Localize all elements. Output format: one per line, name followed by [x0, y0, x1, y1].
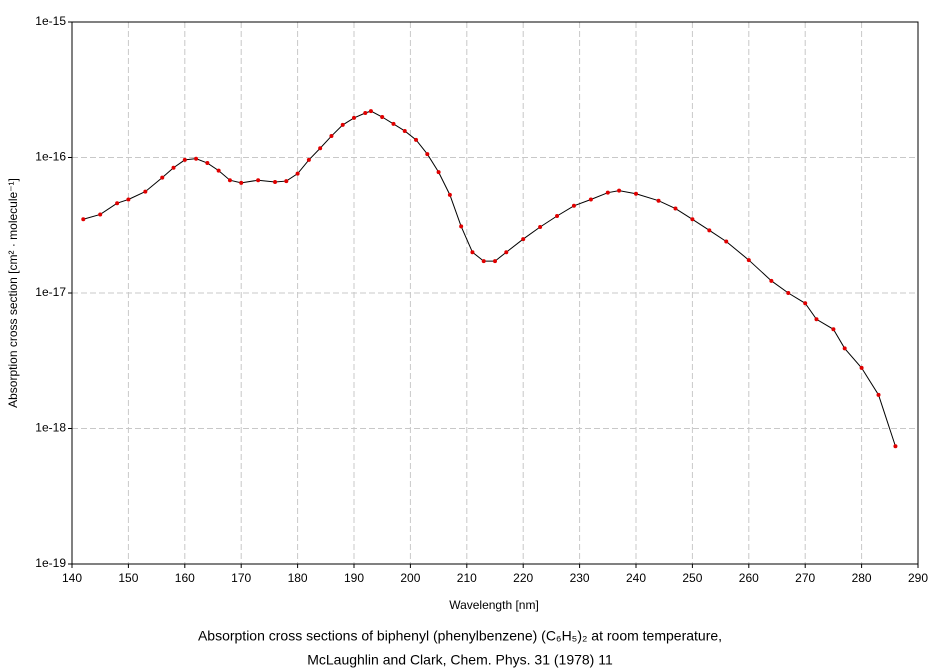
data-point [115, 201, 120, 206]
data-point [690, 217, 695, 222]
data-point [160, 175, 165, 180]
data-point [425, 152, 430, 157]
data-point [769, 278, 774, 283]
series-line [83, 110, 896, 447]
x-tick-label: 240 [626, 571, 646, 585]
data-point [340, 122, 345, 127]
data-point [831, 327, 836, 332]
data-point [493, 259, 497, 264]
data-point [724, 239, 729, 244]
data-point [402, 128, 407, 133]
data-point [391, 121, 396, 126]
data-point [447, 192, 452, 197]
data-point [470, 250, 475, 255]
data-point [617, 188, 622, 193]
x-tick-label: 210 [457, 571, 477, 585]
x-tick-label: 280 [852, 571, 872, 585]
data-point [295, 171, 300, 176]
data-point [634, 191, 638, 196]
x-tick-label: 290 [908, 571, 928, 585]
x-tick-label: 270 [795, 571, 815, 585]
data-point [352, 115, 356, 120]
data-point [436, 170, 441, 175]
data-point [555, 214, 560, 219]
y-tick-label: 1e-16 [35, 150, 66, 164]
data-point [481, 259, 486, 264]
data-point [126, 197, 131, 202]
data-point [521, 237, 526, 242]
x-tick-label: 190 [344, 571, 364, 585]
data-point [588, 197, 593, 202]
data-point [876, 392, 881, 397]
data-point [216, 168, 221, 173]
data-point [182, 157, 187, 162]
data-point [538, 224, 543, 229]
x-tick-label: 140 [62, 571, 82, 585]
plot-frame [71, 21, 919, 565]
data-point [673, 206, 678, 211]
data-point [171, 165, 176, 170]
data-point [256, 178, 261, 183]
caption: Absorption cross sections of biphenyl (p… [198, 628, 722, 644]
data-point [284, 179, 289, 184]
data-point [656, 198, 661, 203]
data-point [98, 212, 103, 217]
data-point [571, 203, 576, 208]
x-tick-label: 230 [570, 571, 590, 585]
data-point [380, 115, 385, 120]
x-tick-label: 180 [288, 571, 308, 585]
y-axis-label: Absorption cross section [cm² · molecule… [6, 178, 20, 408]
x-tick-label: 160 [175, 571, 195, 585]
x-tick-label: 150 [118, 571, 138, 585]
data-point [81, 217, 86, 222]
data-point [368, 109, 373, 114]
x-tick-label: 220 [513, 571, 533, 585]
data-point [803, 301, 808, 306]
data-point [239, 180, 244, 185]
caption: McLaughlin and Clark, Chem. Phys. 31 (19… [307, 652, 613, 668]
data-point [459, 224, 464, 229]
x-tick-label: 170 [231, 571, 251, 585]
y-tick-label: 1e-17 [35, 285, 66, 299]
data-point [842, 346, 847, 351]
x-tick-label: 200 [400, 571, 420, 585]
data-point [893, 444, 898, 449]
x-tick-label: 250 [682, 571, 702, 585]
data-point [859, 365, 864, 370]
data-point [363, 111, 368, 116]
data-point [414, 137, 419, 142]
data-point [318, 146, 323, 151]
data-point [605, 190, 610, 195]
data-point [194, 156, 199, 161]
data-point [306, 157, 311, 162]
data-point [205, 161, 210, 166]
data-point [227, 178, 232, 183]
y-tick-label: 1e-18 [35, 421, 66, 435]
data-point [746, 258, 751, 263]
data-point [814, 317, 819, 322]
x-tick-label: 260 [739, 571, 759, 585]
data-point [143, 189, 148, 194]
x-axis-label: Wavelength [nm] [449, 598, 539, 612]
data-point [273, 179, 278, 184]
data-point [329, 134, 334, 139]
y-tick-label: 1e-19 [35, 556, 66, 570]
data-point [707, 228, 712, 233]
data-point [504, 250, 509, 255]
data-point [786, 291, 791, 295]
y-tick-label: 1e-15 [35, 14, 66, 28]
